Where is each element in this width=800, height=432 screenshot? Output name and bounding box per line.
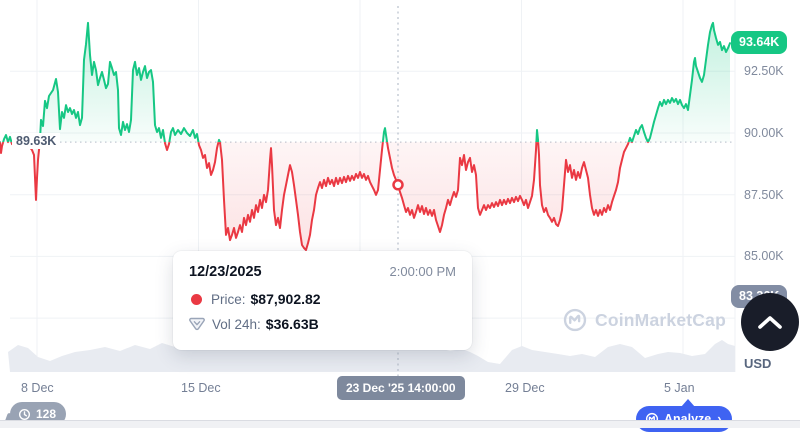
page-bottom-strip — [0, 420, 800, 428]
cmc-logo-icon — [562, 307, 588, 333]
price-line — [0, 21, 731, 251]
coinmarketcap-watermark: CoinMarketCap — [562, 307, 726, 333]
watermark-text: CoinMarketCap — [595, 309, 726, 330]
x-axis-label-15-dec: 15 Dec — [181, 381, 221, 395]
y-axis-label-87-50k: 87.50K — [744, 188, 784, 202]
analyze-button[interactable]: Analyze › — [636, 406, 733, 432]
tooltip-price-value: $87,902.82 — [250, 291, 321, 307]
y-axis-unit-label: USD — [744, 356, 772, 371]
scroll-to-top-button[interactable] — [741, 293, 799, 351]
y-axis-label-85-00k: 85.00K — [744, 249, 784, 263]
volume-shield-icon — [189, 317, 205, 332]
tooltip-price-label: Price: — [211, 291, 246, 307]
x-axis-label-5-jan: 5 Jan — [664, 381, 695, 395]
selected-date-badge: 23 Dec '25 14:00:00 — [337, 376, 465, 401]
y-axis-label-90-00k: 90.00K — [744, 126, 784, 140]
baseline-price-label: 89.63K — [12, 133, 61, 150]
tooltip-time: 2:00:00 PM — [389, 264, 457, 279]
tooltip-vol-label: Vol 24h: — [212, 316, 261, 332]
analyze-chevron-icon: › — [717, 412, 722, 426]
chevron-up-icon — [757, 314, 783, 330]
y-axis-label-92-50k: 92.50K — [744, 64, 784, 78]
price-dot-icon — [191, 293, 202, 305]
analyze-button-tail — [681, 399, 695, 407]
x-axis-label-29-dec: 29 Dec — [505, 381, 545, 395]
tooltip-vol-value: $36.63B — [265, 316, 319, 332]
hover-marker-dot — [392, 179, 404, 191]
price-area-fill — [0, 22, 730, 250]
chart-tooltip: 12/23/2025 2:00:00 PM Price: $87,902.82 … — [173, 251, 472, 350]
history-clock-icon — [18, 408, 31, 421]
tooltip-date: 12/23/2025 — [189, 264, 262, 280]
x-axis-label-8-dec: 8 Dec — [21, 381, 54, 395]
history-count: 128 — [36, 407, 57, 421]
current-price-badge: 93.64K — [731, 31, 788, 55]
